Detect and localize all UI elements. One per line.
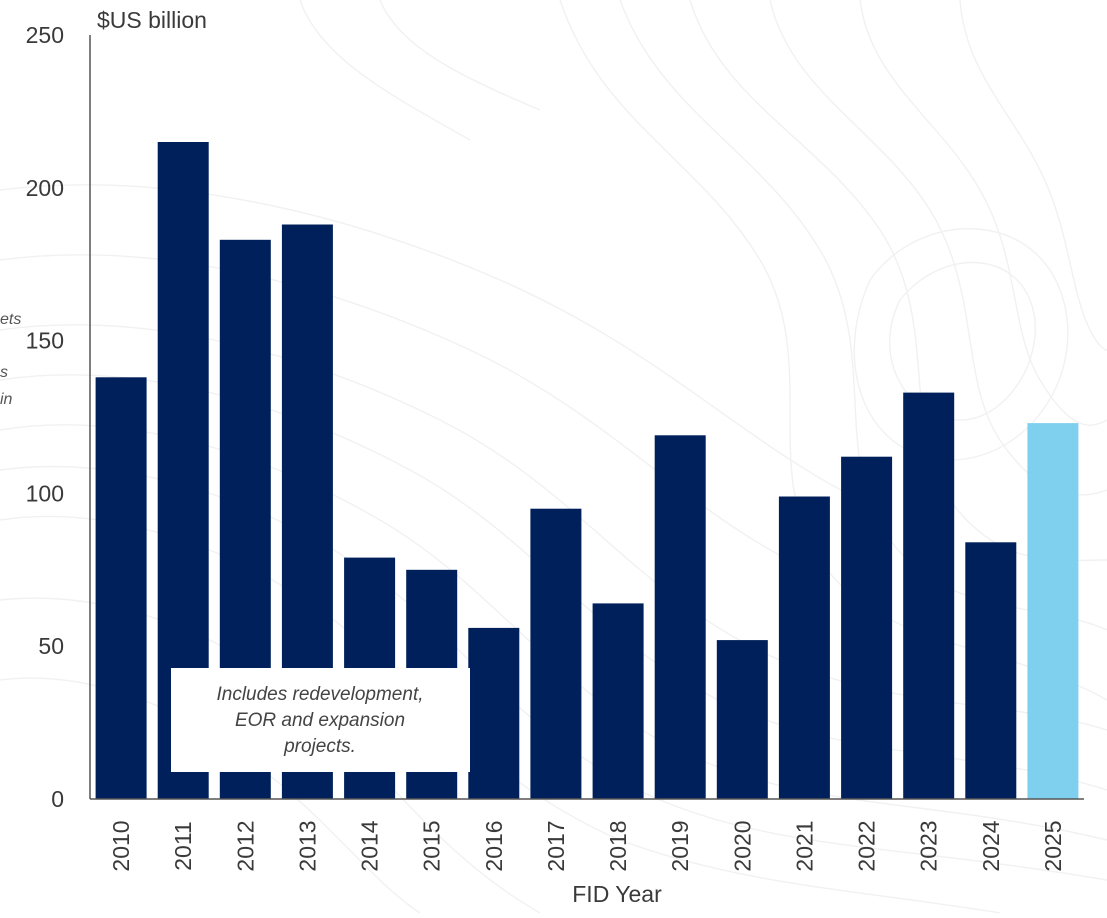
bar-2023 xyxy=(903,392,955,799)
x-tick-label-2021: 2021 xyxy=(791,820,817,871)
clipped-note-line-3: in xyxy=(0,391,13,408)
clipped-side-text: ets s in xyxy=(0,311,21,408)
x-tick-label-2015: 2015 xyxy=(419,820,445,871)
bar-2021 xyxy=(778,496,830,799)
annotation-line-3: projects. xyxy=(283,736,356,757)
x-tick-label-2014: 2014 xyxy=(357,820,383,871)
annotation-background xyxy=(171,668,470,772)
x-tick-label-2011: 2011 xyxy=(170,821,196,870)
clipped-note-line-2: s xyxy=(0,364,8,381)
y-unit-label: $US billion xyxy=(97,7,207,33)
clipped-note-line-1: ets xyxy=(0,311,21,328)
y-tick-label: 200 xyxy=(26,175,64,201)
x-tick-label-2022: 2022 xyxy=(854,820,880,871)
x-tick-label-2019: 2019 xyxy=(667,820,693,871)
bar-2010 xyxy=(95,377,147,799)
annotation-line-2: EOR and expansion xyxy=(235,710,405,731)
x-tick-label-2023: 2023 xyxy=(916,820,942,871)
y-tick-label: 250 xyxy=(26,22,64,48)
x-axis-tick-labels: 2010 2011 2012 2013 2014 2015 2016 2017 2018 2019… xyxy=(108,820,1066,871)
bar-2017 xyxy=(530,508,582,799)
bar-2022 xyxy=(841,456,893,799)
x-tick-label-2018: 2018 xyxy=(605,820,631,871)
y-axis-tick-labels: 0 50 100 150 200 250 xyxy=(26,22,64,812)
x-tick-label-2016: 2016 xyxy=(481,820,507,871)
y-tick-label: 150 xyxy=(26,328,64,354)
bar-2019 xyxy=(654,435,706,799)
bar-2018 xyxy=(592,603,644,799)
x-tick-label-2010: 2010 xyxy=(108,820,134,871)
x-tick-label-2024: 2024 xyxy=(978,820,1004,871)
bar-2016 xyxy=(468,627,520,799)
bar-2025 xyxy=(1027,423,1079,799)
x-tick-label-2020: 2020 xyxy=(729,820,755,871)
x-tick-label-2017: 2017 xyxy=(543,820,569,871)
annotation-line-1: Includes redevelopment, xyxy=(216,684,423,705)
bar-2024 xyxy=(965,542,1017,799)
bar-2020 xyxy=(716,640,768,799)
annotation-box: Includes redevelopment, EOR and expansio… xyxy=(171,668,470,772)
x-tick-label-2025: 2025 xyxy=(1040,820,1066,871)
y-tick-label: 100 xyxy=(26,480,64,506)
x-tick-label-2012: 2012 xyxy=(232,820,258,871)
x-tick-label-2013: 2013 xyxy=(294,820,320,871)
y-tick-label: 50 xyxy=(38,633,64,659)
x-axis-title: FID Year xyxy=(572,881,662,907)
y-tick-label: 0 xyxy=(51,786,64,812)
